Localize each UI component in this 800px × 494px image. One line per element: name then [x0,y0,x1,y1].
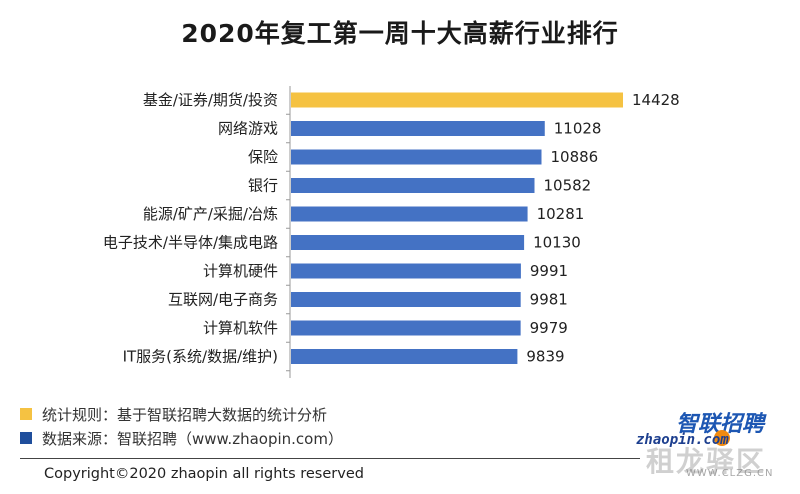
bar [291,121,545,136]
bar [291,206,528,222]
category-label: 保险 [248,148,278,166]
data-label: 9839 [526,348,564,366]
bar [291,149,542,165]
zhaopin-logo: 智联招聘 zhaopin.com 租龙驿区 WWW.CLZG.CN [636,402,786,482]
bar-chart: 基金/证券/期货/投资 14428 网络游戏 11028 保险 10886 银行 10582 能… [103,86,680,378]
bar [291,320,521,336]
chart-notes: 统计规则：基于智联招聘大数据的统计分析 数据来源：智联招聘（www.zhaopi… [20,402,343,450]
logo-name-en: zhaopin.com [636,432,729,448]
bar [291,235,525,250]
footer-divider [20,458,640,459]
category-label: 能源/矿产/采掘/冶炼 [143,205,278,223]
data-label: 10281 [537,205,585,223]
category-label: 银行 [248,177,278,195]
category-label: 计算机硬件 [203,262,278,280]
watermark-text: 租龙驿区 [646,445,767,478]
category-label: 网络游戏 [218,120,278,138]
bar [291,178,535,193]
note-swatch-blue [20,432,32,444]
note-text: 统计规则：基于智联招聘大数据的统计分析 [42,405,328,424]
note-text: 数据来源：智联招聘（www.zhaopin.com） [42,429,343,448]
bar [291,349,518,364]
data-label: 9981 [530,291,568,309]
note-stat-rule: 统计规则：基于智联招聘大数据的统计分析 [20,402,343,426]
category-label: 计算机软件 [203,319,278,337]
bar [291,263,521,279]
note-data-source: 数据来源：智联招聘（www.zhaopin.com） [20,426,343,450]
watermark-url: WWW.CLZG.CN [686,468,774,479]
data-label: 9991 [530,262,568,280]
bar [291,292,521,307]
data-label: 10130 [533,234,581,252]
data-label: 10886 [550,148,598,166]
category-label: 基金/证券/期货/投资 [143,91,278,109]
copyright-text: Copyright©2020 zhaopin all rights reserv… [44,466,364,482]
data-label: 10582 [544,177,592,195]
data-label: 11028 [554,120,602,138]
bar [291,92,623,108]
note-swatch-yellow [20,408,32,420]
data-label: 9979 [530,319,568,337]
category-label: 电子技术/半导体/集成电路 [103,234,278,252]
category-label: 互联网/电子商务 [168,291,278,309]
logo-dot-icon [714,430,730,446]
chart-title: 2020年复工第一周十大高薪行业排行 [181,19,619,48]
category-label: IT服务(系统/数据/维护) [123,348,278,366]
data-label: 14428 [632,91,680,109]
